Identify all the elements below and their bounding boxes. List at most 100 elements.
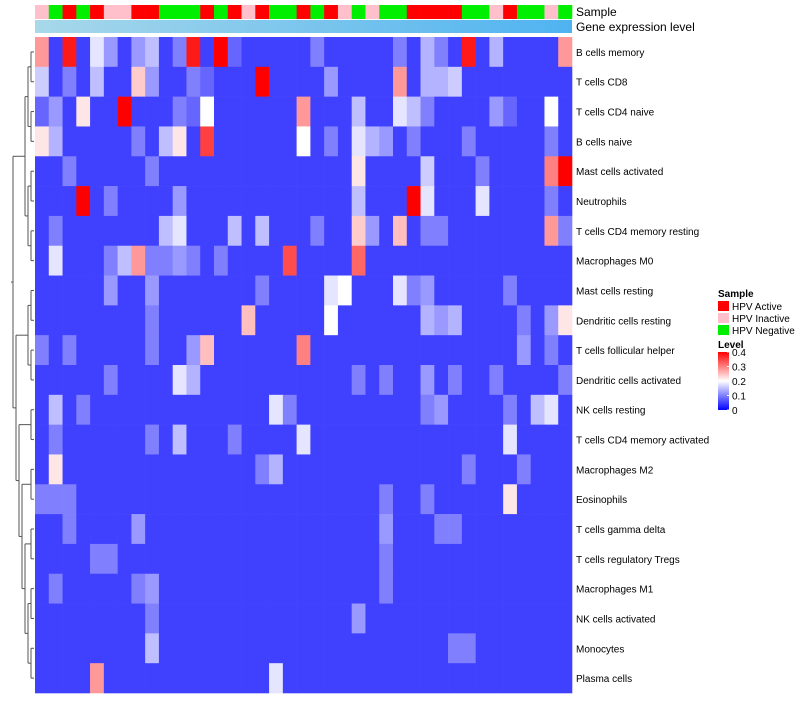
heatmap-cell: [227, 245, 242, 276]
row-label: T cells follicular helper: [576, 346, 675, 357]
sample-annotation-cell: [489, 5, 504, 19]
heatmap-cell: [282, 484, 297, 515]
heatmap-cell: [296, 454, 311, 485]
heatmap-cell: [503, 335, 518, 366]
heatmap-cell: [35, 245, 50, 276]
heatmap-cell: [544, 305, 559, 336]
heatmap-cell: [76, 603, 91, 634]
heatmap-cell: [503, 543, 518, 575]
heatmap-cell: [434, 633, 449, 664]
heatmap-cell: [145, 305, 160, 336]
sample-annotation-cell: [186, 5, 201, 19]
heatmap-cell: [461, 543, 476, 575]
heatmap-cell: [186, 66, 201, 97]
heatmap-cell: [324, 514, 339, 545]
heatmap-cell: [186, 37, 201, 68]
heatmap-cell: [131, 245, 146, 276]
heatmap-cell: [172, 245, 187, 276]
heatmap-cell: [145, 484, 160, 515]
heatmap-cell: [393, 186, 408, 217]
heatmap-cell: [145, 603, 160, 634]
heatmap-cell: [420, 126, 435, 157]
heatmap-cell: [255, 603, 270, 634]
heatmap-cell: [269, 484, 284, 515]
heatmap-cell: [255, 365, 270, 396]
heatmap-cell: [186, 543, 201, 575]
heatmap-cell: [131, 365, 146, 396]
heatmap-cell: [255, 663, 270, 694]
heatmap-cell: [296, 514, 311, 545]
heatmap-cell: [448, 126, 463, 157]
heatmap-cell: [337, 663, 352, 694]
heatmap-cell: [434, 543, 449, 575]
row-label: Dendritic cells activated: [576, 376, 681, 387]
heatmap-cell: [282, 573, 297, 604]
heatmap-cell: [35, 66, 50, 97]
heatmap-cell: [145, 573, 160, 604]
heatmap-cell: [131, 603, 146, 634]
heatmap-cell: [420, 37, 435, 68]
heatmap-cell: [406, 633, 421, 664]
heatmap-cell: [351, 305, 366, 336]
sample-annotation-cell: [337, 5, 352, 19]
level-legend-tick-label: 0: [732, 406, 738, 417]
heatmap-cell: [145, 156, 160, 187]
heatmap-cell: [200, 603, 215, 634]
heatmap-cell: [282, 96, 297, 127]
heatmap-cell: [255, 394, 270, 425]
heatmap-cell: [351, 66, 366, 97]
heatmap-cell: [62, 96, 77, 127]
heatmap-cell: [393, 365, 408, 396]
heatmap-cell: [90, 543, 105, 575]
heatmap-cell: [103, 245, 118, 276]
heatmap-cell: [503, 37, 518, 68]
heatmap-cell: [393, 543, 408, 575]
heatmap-cell: [434, 454, 449, 485]
sample-annotation-cell: [35, 5, 50, 19]
heatmap-cell: [227, 394, 242, 425]
heatmap-cell: [117, 365, 132, 396]
heatmap-cell: [461, 454, 476, 485]
heatmap-cell: [406, 514, 421, 545]
heatmap-cell: [296, 365, 311, 396]
heatmap-cell: [544, 245, 559, 276]
heatmap-cell: [324, 454, 339, 485]
heatmap-cell: [516, 305, 531, 336]
heatmap-cell: [310, 573, 325, 604]
heatmap-cell: [200, 186, 215, 217]
heatmap-cell: [296, 603, 311, 634]
row-label: T cells regulatory Tregs: [576, 555, 680, 566]
heatmap-cell: [241, 275, 256, 306]
heatmap-cell: [241, 245, 256, 276]
heatmap-cell: [269, 305, 284, 336]
heatmap-cell: [90, 365, 105, 396]
heatmap-cell: [131, 37, 146, 68]
heatmap-cell: [310, 394, 325, 425]
heatmap-cell: [227, 215, 242, 247]
sample-annotation-cell: [420, 5, 435, 19]
heatmap-cell: [48, 424, 63, 455]
heatmap-cell: [48, 96, 63, 127]
heatmap-cell: [365, 96, 380, 127]
heatmap-cell: [351, 394, 366, 425]
heatmap-cell: [145, 543, 160, 575]
heatmap-cell: [158, 424, 173, 455]
heatmap-cell: [310, 514, 325, 545]
heatmap-cell: [255, 543, 270, 575]
heatmap-cell: [448, 514, 463, 545]
level-legend-tick-label: 0.1: [732, 392, 746, 403]
heatmap-cell: [131, 156, 146, 187]
heatmap-cell: [269, 365, 284, 396]
heatmap-cell: [420, 215, 435, 247]
heatmap-cell: [269, 156, 284, 187]
heatmap-cell: [200, 66, 215, 97]
heatmap-cell: [269, 215, 284, 247]
heatmap-cell: [48, 215, 63, 247]
heatmap-cell: [282, 275, 297, 306]
heatmap-cell: [90, 663, 105, 694]
sample-annotation-cell: [255, 5, 270, 19]
heatmap-cell: [131, 573, 146, 604]
heatmap-cell: [475, 573, 490, 604]
row-label: B cells naive: [576, 137, 633, 148]
heatmap-cell: [475, 275, 490, 306]
